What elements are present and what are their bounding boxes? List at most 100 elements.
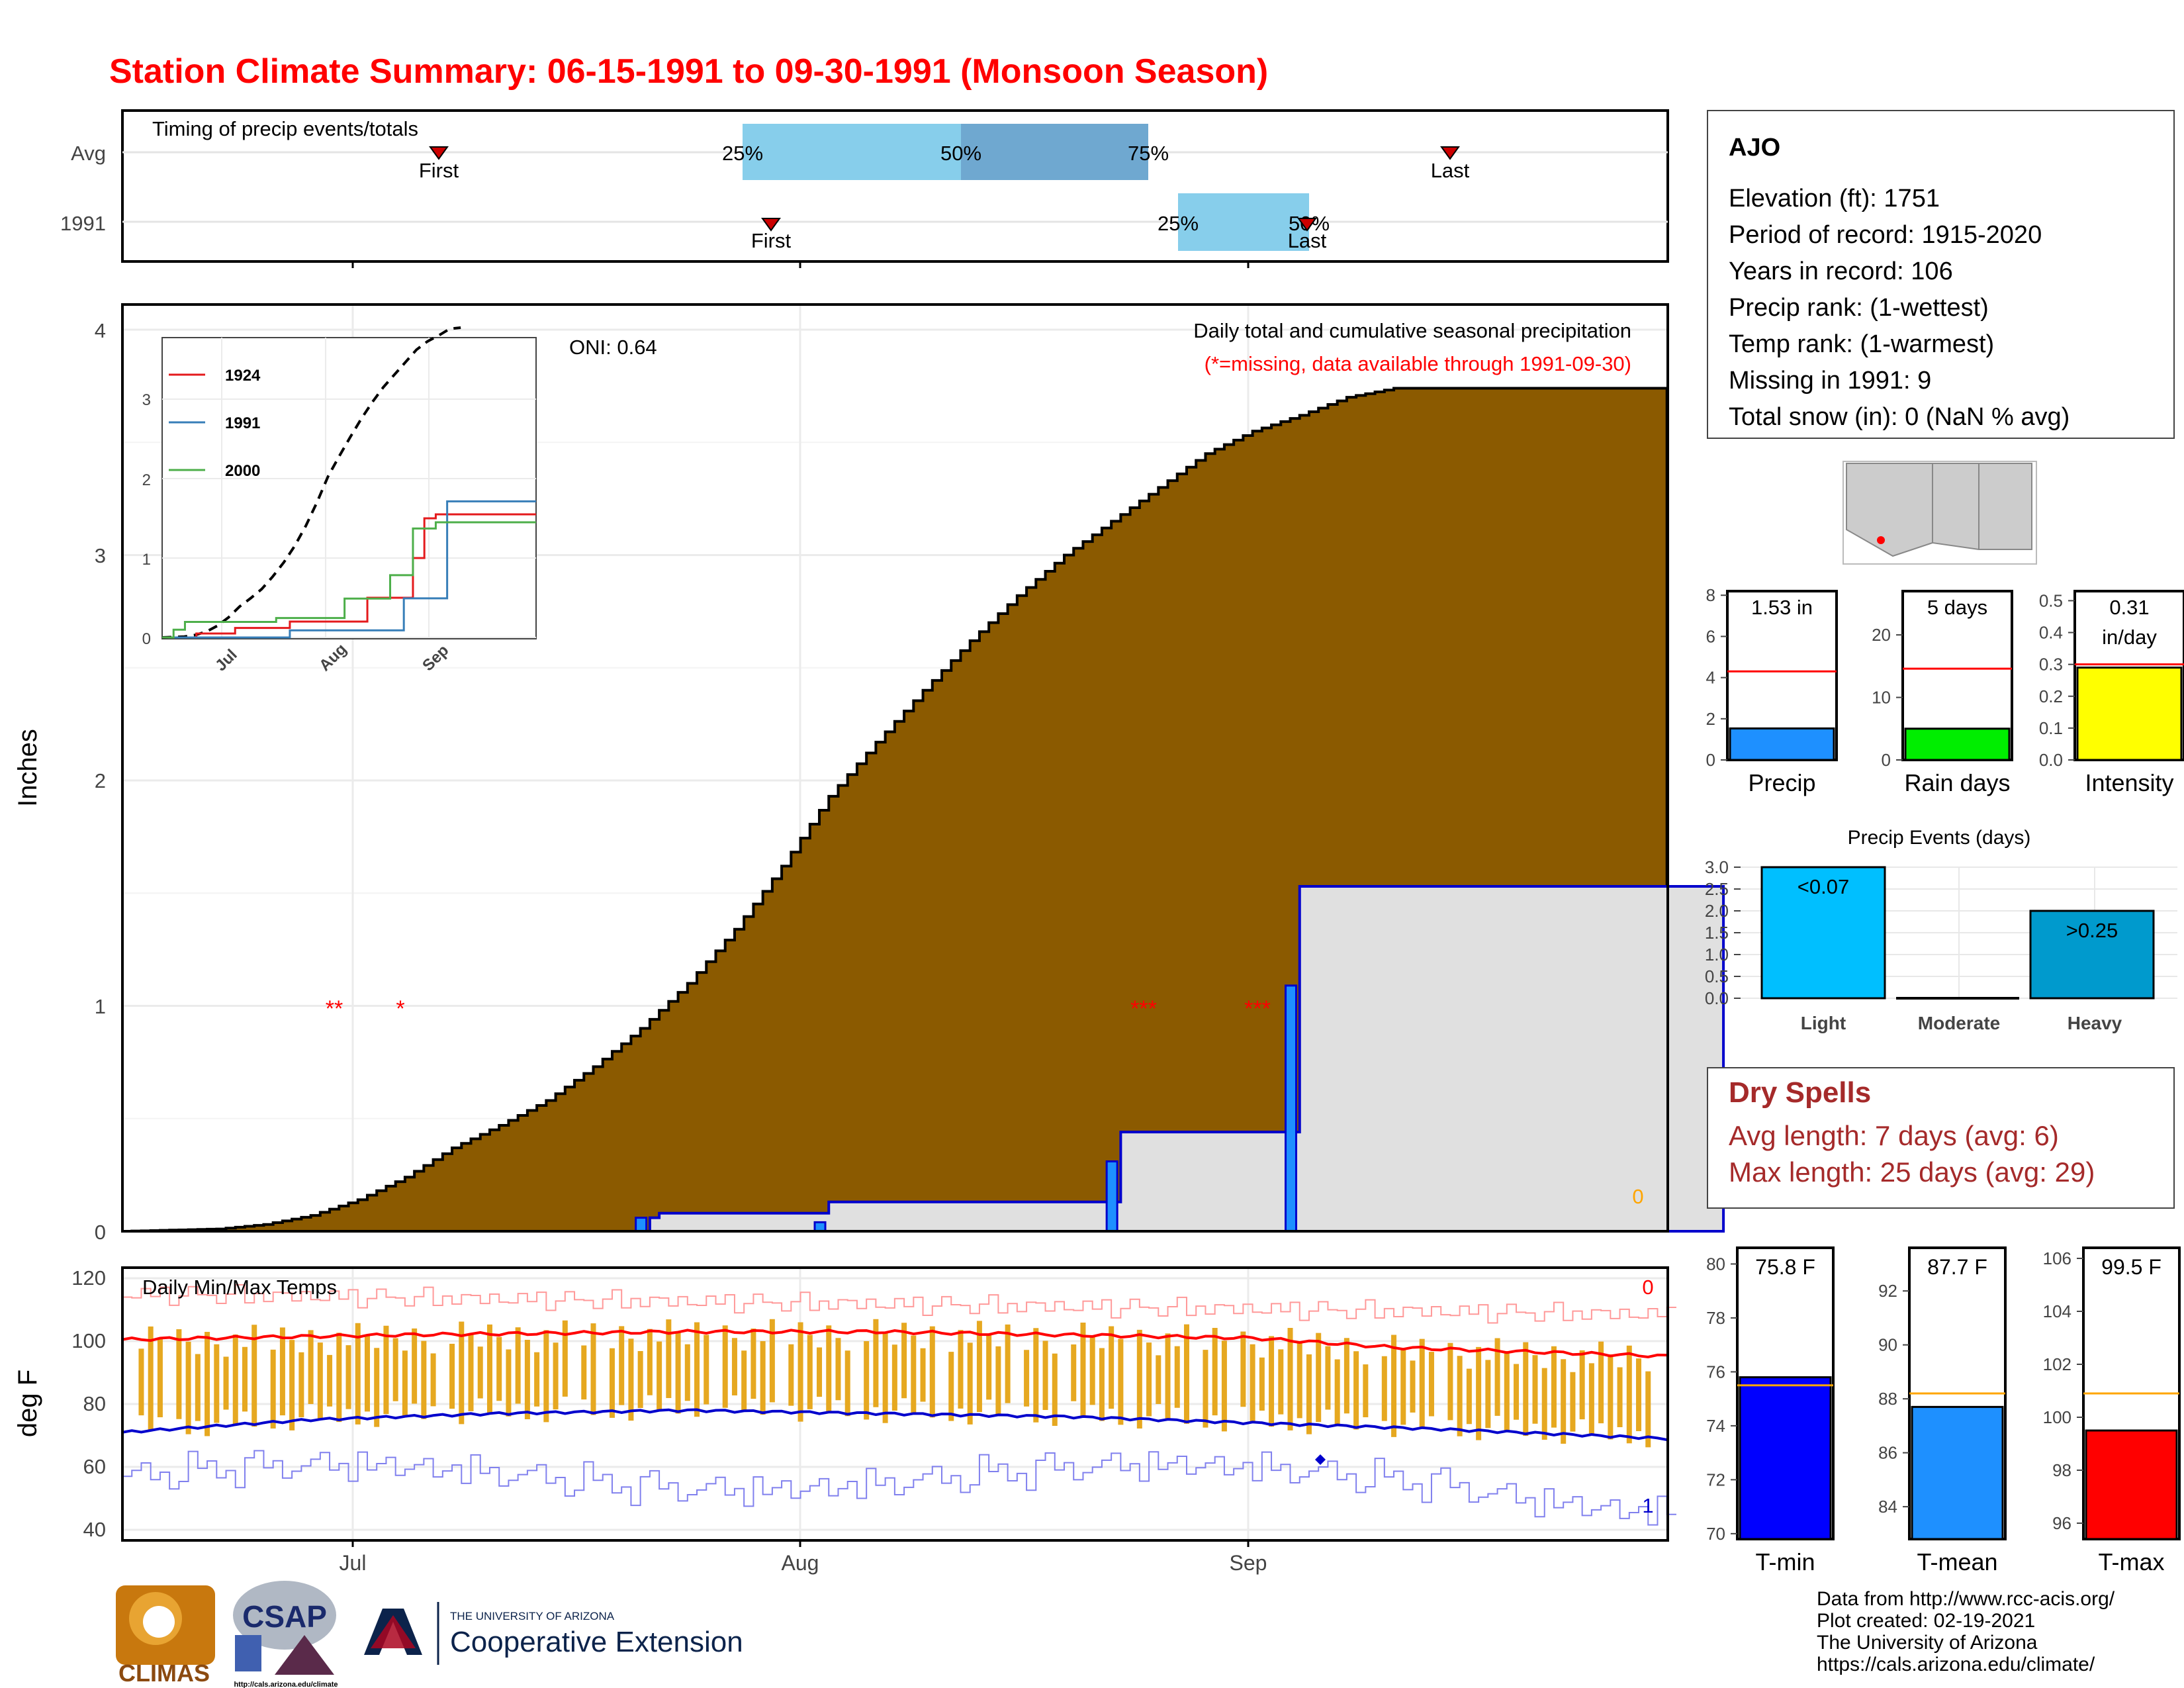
mini-bar-value-label-2: in/day [2102,626,2157,649]
main-ytick-2: 2 [95,769,106,792]
station-line-6: Missing in 1991: 9 [1729,367,1931,395]
inset-1991-line [162,500,536,639]
temp-sum-tick-label: 106 [2043,1248,2071,1268]
mini-bar-tick-label: 6 [1706,626,1715,646]
avg-first-label: First [419,159,459,182]
temp-sum-value-label: 75.8 F [1755,1255,1815,1279]
timing-row-1991: 1991 [60,212,106,235]
temp-sum-tick-label: 92 [1878,1281,1897,1301]
climas-logo: CLIMAS [116,1585,215,1687]
mini-bar-tick-label: 10 [1872,688,1891,708]
y1991-cumulative-area [499,885,1725,1233]
temp-sum-value [1739,1376,1832,1540]
events-category-label: Heavy [2068,1013,2122,1033]
inset-avg-line [161,326,461,639]
station-info-box: AJO Elevation (ft): 1751 Period of recor… [1707,110,2175,439]
record-max-line [122,1284,1676,1324]
dry-title: Dry Spells [1729,1076,1871,1109]
footer-line-3: The University of Arizona [1817,1632,2038,1654]
precip-subtitle: Daily total and cumulative seasonal prec… [1193,319,1631,342]
station-line-5: Temp rank: (1-warmest) [1729,330,1994,358]
ua-logo: THE UNIVERSITY OF ARIZONA Cooperative Ex… [364,1602,743,1665]
temp-sum-label: T-mean [1917,1548,1997,1575]
missing-mark-3: *** [1130,996,1157,1021]
daily-temp-range-bars [138,1319,1651,1448]
precip-panel: Inches 0 1 2 3 4 ONI: 0.64 Daily total a… [13,303,1725,1244]
xtick-jul: Jul [340,1551,367,1575]
temp-count-bottom: 1 [1642,1494,1653,1517]
main-ytick-1: 1 [95,995,106,1018]
station-name: AJO [1729,134,1780,162]
avg-q25: 25% [722,142,763,165]
inset-legend-2000: 2000 [225,462,260,480]
temp-ytick-40: 40 [83,1518,106,1541]
csap-url: http://cals.arizona.edu/climate [234,1681,338,1688]
mini-bar-tick-label: 0.0 [2039,750,2063,770]
mini-bar-tick-label: 0 [1706,750,1715,770]
temp-sum-tick-label: 100 [2043,1407,2071,1427]
temp-sum-value [2085,1429,2178,1540]
footer-credits: Data from http://www.rcc-acis.org/ Plot … [1817,1588,2115,1675]
y1991-last-label: Last [1288,229,1327,252]
avg-q75: 75% [1128,142,1169,165]
oni-text: ONI: 0.64 [569,336,657,359]
daily-precip-bar [1285,984,1298,1233]
main-ytick-0: 0 [95,1221,106,1244]
mini-bar-tick-label: 20 [1872,625,1891,645]
mini-bar-label: Rain days [1904,769,2010,796]
temp-summary-bars: 70 72 74 76 78 80 75.8 F T-min 84 86 88 90 92 87.7 F T… [1706,1246,2181,1575]
temp-sum-tick-label: 76 [1706,1362,1725,1382]
inset-1924-line [162,513,536,639]
mini-bar-label: Precip [1748,769,1815,796]
daily-precip-bar [635,1217,648,1233]
mini-bar-value [2076,666,2183,761]
daily-precip-bars [635,984,1298,1233]
dry-max: Max length: 25 days (avg: 29) [1729,1156,2095,1188]
footer-line-1: Data from http://www.rcc-acis.org/ [1817,1588,2115,1610]
daily-precip-bar [813,1221,827,1233]
mini-bar-tick-label: 4 [1706,668,1715,688]
main-yticks: 0 1 2 3 4 [95,319,106,1244]
temp-ylabel: deg F [13,1370,42,1437]
avg-last-marker [1440,146,1460,160]
inset-ytick-0: 0 [142,630,151,648]
events-label-heavy: >0.25 [2066,919,2118,942]
station-line-2: Period of record: 1915-2020 [1729,221,2042,249]
temp-sum-value-label: 87.7 F [1927,1255,1987,1279]
station-line-1: Elevation (ft): 1751 [1729,185,1940,212]
zero-count: 0 [1632,1185,1643,1208]
avg-tmin-line [122,1408,1668,1441]
missing-note: (*=missing, data available through 1991-… [1205,352,1631,375]
mini-bar-tick-label: 0.3 [2039,655,2063,675]
mini-bar-tick-label: 0.1 [2039,718,2063,738]
mini-bar-tick-label: 0.4 [2039,623,2063,643]
temp-label: Daily Min/Max Temps [142,1276,337,1299]
xtick-aug: Aug [782,1551,819,1575]
main-ytick-4: 4 [95,319,106,342]
season-totals-bars: 0 2 4 6 8 1.53 in Precip 0 10 20 5 days Rain days 0.… [1706,585,2184,796]
daily-precip-bar [1105,1160,1118,1233]
temp-sum-tick-label: 70 [1706,1524,1725,1544]
footer-line-2: Plot created: 02-19-2021 [1817,1610,2035,1632]
mini-bar-value-label: 0.31 [2109,596,2149,619]
temp-sum-label: T-max [2098,1548,2164,1575]
mini-bar-value-label: 5 days [1927,596,1987,619]
mini-bar-tick-label: 0.5 [2039,590,2063,610]
temp-count-top: 0 [1642,1276,1653,1299]
events-ytick-label: 1.5 [1705,923,1729,943]
station-line-4: Precip rank: (1-wettest) [1729,294,1989,322]
inset-ytick-2: 2 [142,471,151,489]
csap-text: CSAP [242,1599,327,1634]
ua-small: THE UNIVERSITY OF ARIZONA [450,1610,615,1622]
avg-last-label: Last [1431,159,1470,182]
climas-text: CLIMAS [118,1660,210,1687]
temp-sum-tick-label: 90 [1878,1335,1897,1355]
station-location-dot [1877,536,1885,544]
inset-ytick-3: 3 [142,391,151,409]
temp-panel: Daily Min/Max Temps 0 1 deg F 40 60 80 1… [13,1266,1676,1575]
events-ytick-label: 0.0 [1705,988,1729,1008]
location-map [1843,461,2037,565]
missing-mark-2: * [396,996,404,1021]
events-ytick-label: 2.0 [1705,901,1729,921]
